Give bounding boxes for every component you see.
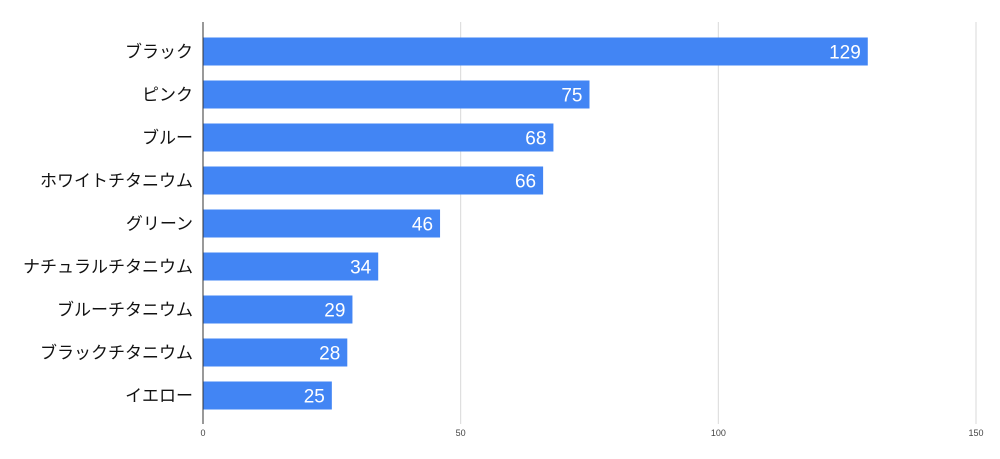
bar-value-label: 46 <box>412 215 433 236</box>
bar <box>203 295 353 324</box>
category-label: グリーン <box>126 215 193 235</box>
category-labels: ブラックピンクブルーホワイトチタニウムグリーンナチュラルチタニウムブルーチタニウ… <box>23 42 193 407</box>
bar <box>203 381 332 410</box>
bar <box>203 37 868 66</box>
category-label: イエロー <box>125 387 193 407</box>
x-tick-label: 50 <box>456 428 466 438</box>
bar-value-label: 75 <box>561 86 582 107</box>
bar <box>203 166 544 195</box>
category-label: ブラック <box>125 42 193 63</box>
x-tick-label: 100 <box>711 428 726 438</box>
bar-value-label: 68 <box>525 129 546 150</box>
category-label: ブルーチタニウム <box>57 300 193 321</box>
value-labels: 129 75 68 66 46 34 29 28 25 <box>304 43 861 408</box>
category-label: ホワイトチタニウム <box>40 172 193 192</box>
category-label: ピンク <box>142 86 193 106</box>
category-label: ナチュラルチタニウム <box>23 258 193 278</box>
x-tick-labels: 0 50 100 150 <box>200 428 983 438</box>
category-label: ブルー <box>142 128 193 149</box>
x-tick-label: 150 <box>968 428 983 438</box>
bar <box>203 209 441 238</box>
bar <box>203 338 348 367</box>
bars <box>203 37 868 410</box>
bar-value-label: 29 <box>324 301 345 322</box>
bar-value-label: 34 <box>350 258 372 279</box>
category-label: ブラックチタニウム <box>40 343 193 364</box>
bar-value-label: 28 <box>319 344 340 365</box>
bar <box>203 80 590 109</box>
x-tick-label: 0 <box>200 428 205 438</box>
bar-value-label: 129 <box>829 43 861 64</box>
bar-value-label: 66 <box>515 172 536 193</box>
bar <box>203 252 379 281</box>
bar-value-label: 25 <box>304 387 325 408</box>
bar <box>203 123 554 152</box>
